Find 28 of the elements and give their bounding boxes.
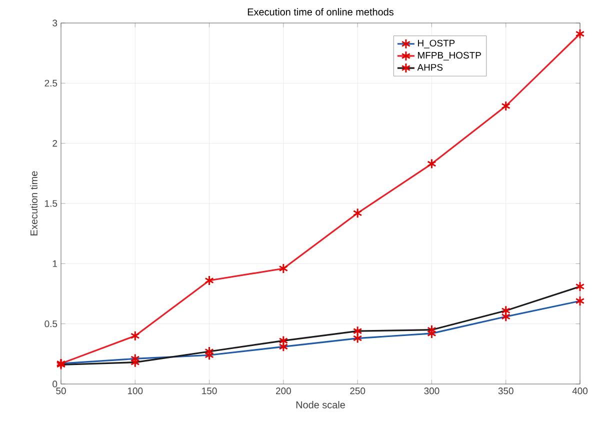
legend-label: H_OSTP bbox=[418, 40, 455, 48]
x-tick-label: 150 bbox=[202, 388, 217, 394]
x-axis-title: Node scale bbox=[296, 401, 345, 408]
legend-label: AHPS bbox=[417, 64, 443, 71]
y-tick-label: 1 bbox=[52, 260, 58, 267]
x-tick-label: 200 bbox=[276, 388, 291, 394]
point bbox=[204, 275, 214, 286]
point bbox=[130, 330, 140, 342]
point bbox=[575, 28, 585, 40]
point bbox=[352, 208, 362, 218]
y-tick-label: 1.5 bbox=[45, 200, 58, 207]
y-tick-label: 0 bbox=[52, 380, 58, 388]
y-axis-title: Execution time bbox=[30, 171, 38, 236]
y-tick-label: 0.5 bbox=[44, 320, 58, 328]
point bbox=[427, 158, 436, 170]
x-tick-label: 350 bbox=[498, 388, 514, 394]
point bbox=[501, 100, 510, 112]
legend-label: MFPB_HOSTP bbox=[418, 52, 481, 60]
y-tick-label: 2.5 bbox=[44, 80, 58, 87]
x-tick-label: 50 bbox=[56, 388, 66, 394]
x-tick-label: 400 bbox=[572, 388, 588, 394]
y-tick-label: 3 bbox=[52, 20, 58, 26]
x-tick-label: 250 bbox=[350, 388, 366, 394]
point bbox=[278, 263, 288, 274]
x-tick-label: 300 bbox=[424, 388, 440, 394]
x-tick-label: 100 bbox=[128, 388, 143, 394]
y-tick-label: 2 bbox=[52, 140, 58, 147]
chart-title: Execution time of online methods bbox=[248, 8, 394, 16]
